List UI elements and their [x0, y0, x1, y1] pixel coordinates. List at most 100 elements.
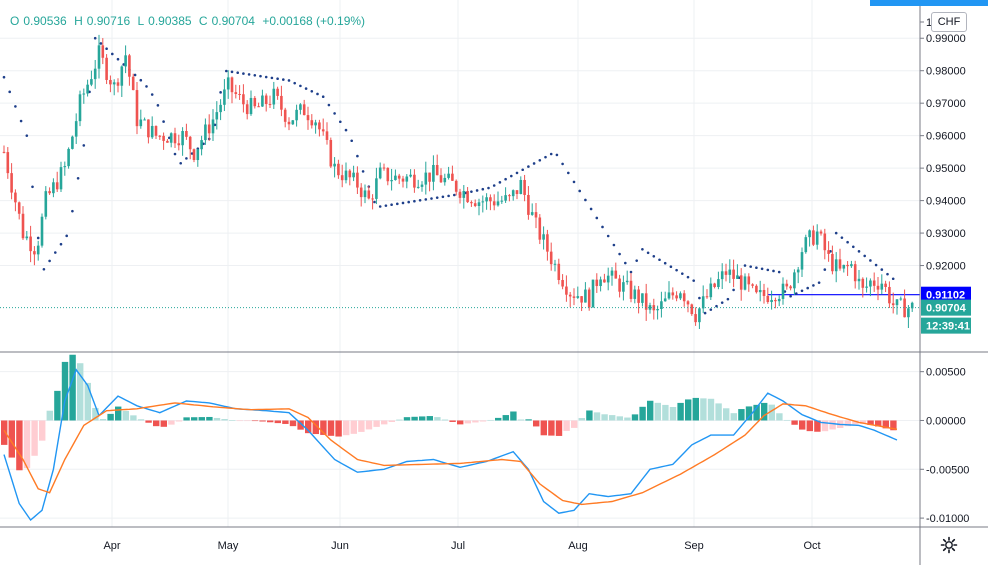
candle-body — [25, 236, 29, 239]
candle — [97, 34, 101, 79]
candle-body — [451, 173, 454, 181]
sar-dot — [800, 289, 804, 293]
price-axis[interactable]: 1. 0.99000 0.98000 0.97000 0.96000 0.95000 0.9… — [920, 17, 966, 273]
candle — [443, 173, 447, 186]
candle — [420, 181, 424, 192]
candle — [306, 106, 310, 130]
candle — [367, 186, 371, 200]
candle — [302, 99, 306, 116]
histogram-bar — [130, 415, 137, 421]
candle — [751, 283, 754, 289]
candle — [717, 271, 720, 290]
sar-dot — [270, 76, 274, 80]
sar-dot — [669, 265, 673, 269]
candle — [439, 168, 443, 183]
histogram-bar — [137, 419, 145, 421]
candle-body — [367, 190, 371, 199]
candle — [321, 118, 325, 136]
gear-icon[interactable] — [938, 534, 960, 556]
candle-body — [356, 172, 359, 188]
candle — [747, 273, 751, 292]
candle — [390, 168, 393, 191]
candle — [713, 282, 716, 289]
candle-body — [97, 45, 101, 69]
price-pane[interactable] — [0, 34, 920, 330]
sar-dot — [510, 174, 513, 178]
svg-text:0.90704: 0.90704 — [926, 303, 967, 315]
candle-body — [869, 280, 872, 287]
candle-body — [751, 284, 754, 286]
candle — [158, 135, 162, 140]
candle-body — [496, 201, 500, 206]
candle-body — [204, 124, 207, 141]
candle-body — [10, 173, 13, 193]
candle-body — [116, 82, 120, 86]
histogram-bar — [236, 420, 243, 422]
candle-body — [527, 194, 530, 215]
svg-text:0.91102: 0.91102 — [926, 290, 965, 302]
sar-dot — [766, 268, 770, 272]
histogram-bar — [799, 420, 806, 430]
sar-dot — [481, 187, 485, 191]
currency-button[interactable]: CHF — [931, 12, 967, 32]
candle-body — [720, 271, 724, 280]
candle-body — [280, 95, 283, 110]
histogram-bar — [99, 419, 107, 421]
sar-dot — [304, 87, 308, 90]
candle-body — [508, 195, 511, 197]
candle-body — [853, 264, 857, 282]
sar-dot — [36, 236, 40, 240]
time-axis[interactable]: Apr May Jun Jul Aug Sep Oct — [103, 540, 820, 552]
histogram-bar — [168, 420, 175, 425]
candle-body — [44, 191, 48, 217]
countdown-badge: 12:39:41 — [921, 317, 971, 334]
candle-body — [150, 125, 154, 138]
histogram-bar — [160, 420, 167, 427]
macd-pane[interactable] — [1, 354, 898, 522]
sar-dot — [310, 89, 314, 93]
sar-dot — [578, 189, 581, 193]
candle-body — [842, 264, 846, 269]
macd-axis[interactable]: 0.00500 0.00000 -0.00500 -0.01000 — [920, 367, 969, 525]
candle-body — [834, 259, 838, 272]
ohlc-open: O 0.90536 — [10, 14, 67, 28]
candle — [325, 122, 329, 145]
candle-body — [500, 200, 504, 202]
candle-body — [329, 139, 333, 167]
histogram-bar — [624, 417, 631, 421]
candle-body — [291, 120, 295, 125]
candle-body — [694, 314, 697, 323]
candle-body — [629, 280, 633, 299]
candle — [500, 195, 504, 204]
candle — [432, 155, 435, 191]
candle-body — [758, 289, 762, 293]
sar-dot — [236, 71, 239, 75]
candle — [192, 148, 196, 163]
time-tick-label: Oct — [803, 540, 820, 552]
candle — [337, 159, 340, 179]
candle-body — [401, 178, 405, 182]
sar-dot — [111, 52, 114, 56]
candle-body — [576, 296, 580, 298]
sar-dot — [629, 270, 633, 274]
candle — [553, 259, 557, 272]
candle-body — [686, 301, 690, 305]
candle-body — [71, 136, 74, 149]
candle — [515, 190, 519, 200]
candle-body — [534, 212, 538, 218]
candle-body — [732, 269, 735, 279]
histogram-bar — [213, 417, 221, 421]
candle-body — [386, 167, 390, 182]
candle — [622, 275, 625, 301]
candle — [48, 187, 51, 195]
candle — [823, 228, 827, 260]
sar-dot — [527, 165, 530, 168]
sar-dot — [316, 92, 319, 96]
candle — [815, 224, 819, 250]
candle-body — [542, 234, 545, 240]
candle — [447, 166, 450, 180]
sar-dot — [253, 73, 257, 77]
candle-body — [36, 245, 40, 255]
candle-body — [504, 195, 507, 201]
